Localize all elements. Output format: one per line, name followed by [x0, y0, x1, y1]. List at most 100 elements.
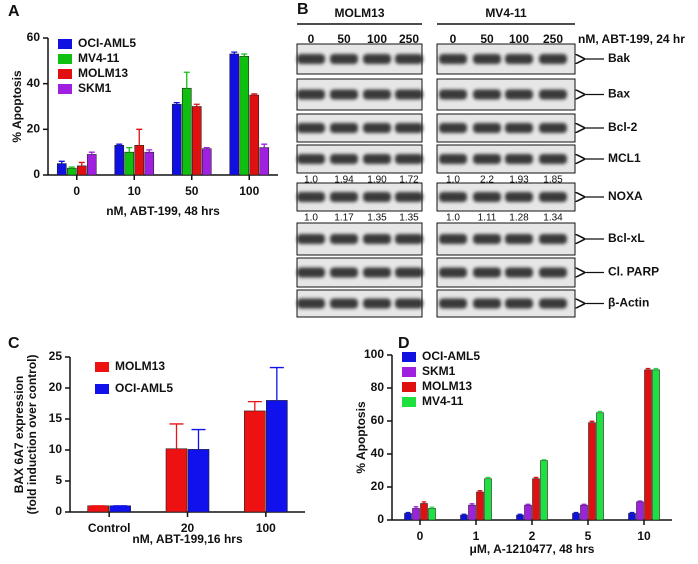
panel-label: A	[8, 3, 20, 20]
bar	[165, 448, 188, 513]
band	[439, 123, 467, 133]
row-label: Bak	[608, 51, 630, 65]
bar	[404, 513, 412, 521]
legend-swatch	[58, 84, 72, 94]
error-bar	[241, 53, 248, 57]
quant-value: 1.94	[334, 175, 354, 186]
band	[363, 123, 391, 133]
lane-label: 50	[480, 32, 494, 46]
y-tick-label: 5	[55, 473, 62, 487]
legend-swatch	[402, 367, 416, 377]
error-bar	[485, 476, 491, 479]
quant-value: 1.93	[509, 175, 529, 186]
legend-label: SKM1	[78, 81, 112, 95]
error-bar	[126, 146, 133, 153]
error-bar	[116, 143, 123, 146]
band	[297, 154, 325, 164]
legend-swatch	[402, 382, 416, 392]
bar	[201, 148, 212, 176]
bar	[244, 410, 266, 513]
error-bar	[469, 503, 475, 506]
error-bar	[533, 476, 539, 479]
error-bar	[247, 400, 262, 411]
bar	[540, 460, 548, 521]
band	[439, 89, 467, 100]
band	[505, 123, 533, 133]
error-bar	[629, 511, 635, 514]
band	[473, 298, 501, 309]
band	[539, 267, 567, 278]
x-axis-label: nM, ABT-199, 48 hrs	[106, 204, 220, 218]
band	[539, 154, 567, 164]
lane-label: 0	[450, 32, 457, 46]
bar	[644, 369, 652, 521]
band	[505, 234, 533, 244]
bar	[187, 449, 210, 513]
x-tick-label: Control	[88, 521, 131, 535]
error-bar	[581, 503, 587, 506]
bar	[588, 422, 596, 521]
x-tick-label: 100	[256, 521, 276, 535]
band	[330, 89, 358, 100]
band	[439, 192, 467, 202]
quant-value: 1.28	[509, 213, 529, 224]
quant-value: 1.85	[543, 175, 563, 186]
band	[330, 234, 358, 244]
band	[473, 234, 501, 244]
x-tick-label: 10	[128, 184, 142, 198]
error-bar	[88, 151, 95, 155]
band	[363, 154, 391, 164]
band	[297, 89, 325, 100]
bar	[249, 94, 260, 176]
y-tick-label: 0	[55, 504, 62, 518]
band	[505, 298, 533, 309]
band	[363, 192, 391, 202]
quant-value: 1.72	[399, 175, 419, 186]
y-tick-label: 60	[371, 413, 385, 427]
x-tick-label: 50	[185, 184, 199, 198]
bar	[516, 514, 524, 521]
band	[505, 89, 533, 100]
error-bar	[136, 128, 143, 146]
error-bar	[653, 367, 659, 370]
band	[363, 298, 391, 309]
lane-label: 0	[308, 32, 315, 46]
bar	[460, 514, 468, 521]
y-tick-label: 0	[33, 167, 40, 181]
row-label: Bcl-xL	[608, 231, 645, 245]
x-tick-label: 2	[529, 529, 536, 543]
error-bar	[525, 503, 531, 506]
error-bar	[183, 71, 190, 89]
band	[539, 234, 567, 244]
legend-label: SKM1	[422, 364, 456, 378]
band	[539, 123, 567, 133]
error-bar	[589, 420, 595, 423]
lane-label: 250	[399, 32, 419, 46]
error-bar	[58, 160, 65, 164]
bar	[596, 412, 604, 521]
band	[330, 267, 358, 278]
bar	[580, 504, 588, 521]
band	[395, 267, 423, 278]
row-label: MCL1	[608, 151, 641, 165]
lane-label: 100	[367, 32, 387, 46]
band	[395, 123, 423, 133]
y-tick-label: 20	[371, 479, 385, 493]
error-bar	[269, 366, 284, 401]
x-tick-label: 100	[239, 184, 259, 198]
band	[439, 234, 467, 244]
y-tick-label: 10	[49, 442, 63, 456]
quant-value: 1.11	[478, 213, 497, 224]
error-bar	[477, 489, 483, 492]
band	[297, 267, 325, 278]
bar	[259, 147, 270, 176]
x-axis-label: nM, ABT-199,16 hrs	[132, 532, 243, 546]
x-tick-label: 0	[417, 529, 424, 543]
bar	[191, 106, 202, 176]
error-bar	[421, 501, 427, 504]
band	[395, 154, 423, 164]
band	[539, 192, 567, 202]
band	[539, 54, 567, 64]
band	[297, 54, 325, 64]
